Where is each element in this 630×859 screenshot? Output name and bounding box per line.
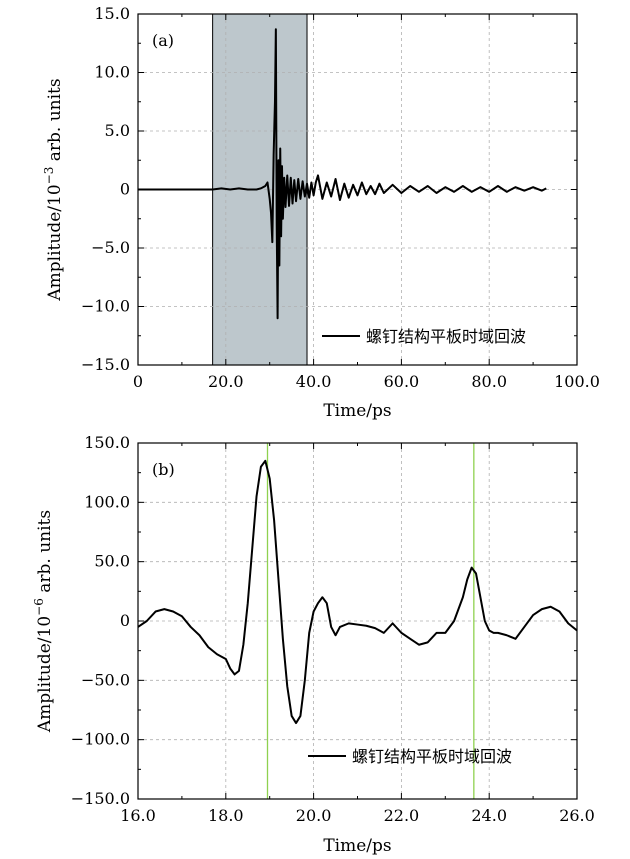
panel-label: (a) (152, 31, 174, 50)
y-tick-label: 15.0 (94, 4, 130, 23)
y-tick-label: −50.0 (81, 670, 130, 689)
y-tick-label: 5.0 (105, 121, 130, 140)
y-tick-label: −100.0 (71, 730, 130, 749)
legend-label: 螺钉结构平板时域回波 (366, 327, 526, 346)
x-tick-label: 60.0 (384, 372, 420, 391)
x-tick-label: 80.0 (471, 372, 507, 391)
x-tick-label: 0 (133, 372, 143, 391)
y-axis-label: Amplitude/10−6 arb. units (32, 510, 55, 733)
y-tick-label: −150.0 (71, 789, 130, 808)
series-line (137, 459, 578, 725)
x-tick-label: 16.0 (120, 806, 156, 825)
x-tick-label: 20.0 (208, 372, 244, 391)
y-axis-label: Amplitude/10−3 arb. units (42, 78, 65, 301)
panel-label: (b) (152, 460, 175, 479)
series-line (138, 28, 547, 320)
legend-label: 螺钉结构平板时域回波 (352, 747, 512, 766)
chart-panel-a: 0 20.0 40.0 60.0 80.0 100.0 −15.0 −10.0 −5.0 0 5.0… (42, 4, 600, 421)
x-tick-label: 40.0 (296, 372, 332, 391)
x-tick-label: 22.0 (384, 806, 420, 825)
chart-panel-b: 16.0 18.0 20.0 22.0 24.0 26.0 −150.0 −100.0 −50.… (32, 433, 595, 856)
y-tick-label: 50.0 (94, 552, 130, 571)
y-tick-label: 10.0 (94, 63, 130, 82)
y-tick-label: −15.0 (81, 355, 130, 374)
y-tick-label: 150.0 (84, 433, 130, 452)
y-tick-label: −10.0 (81, 297, 130, 316)
x-tick-label: 20.0 (296, 806, 332, 825)
y-tick-label: 0 (120, 180, 130, 199)
y-tick-label: 0 (120, 611, 130, 630)
x-tick-label: 26.0 (559, 806, 595, 825)
x-tick-label: 18.0 (208, 806, 244, 825)
x-axis-label: Time/ps (323, 836, 391, 856)
y-tick-label: 100.0 (84, 492, 130, 511)
x-tick-label: 100.0 (554, 372, 600, 391)
y-tick-label: −5.0 (91, 238, 130, 257)
x-axis-label: Time/ps (323, 401, 391, 421)
x-tick-label: 24.0 (471, 806, 507, 825)
